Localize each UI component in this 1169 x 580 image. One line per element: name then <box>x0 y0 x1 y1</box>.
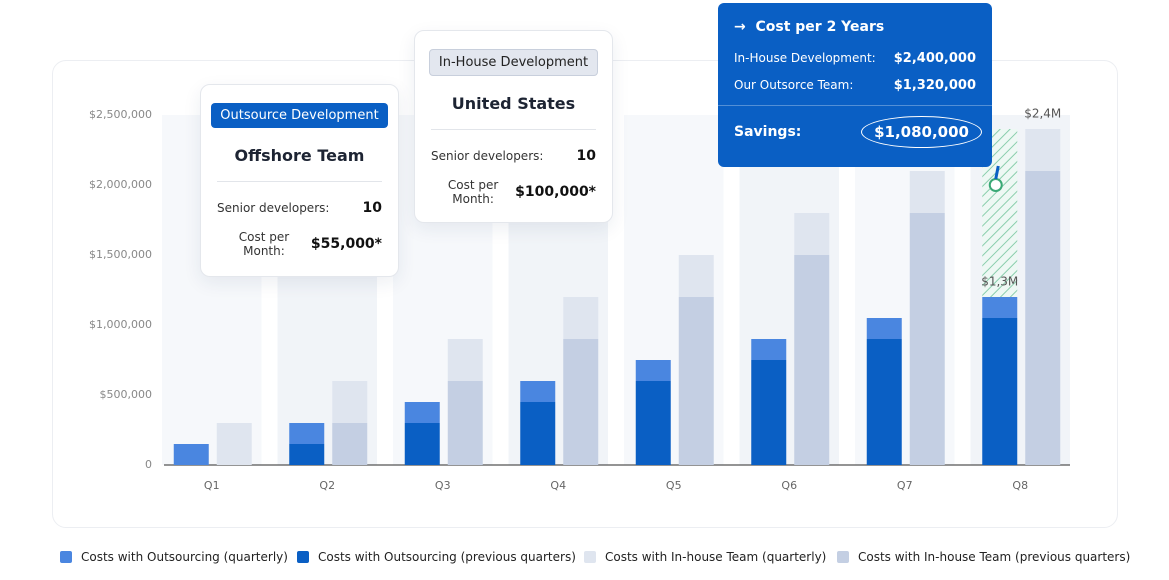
separator <box>431 129 596 130</box>
bar-segment <box>794 255 830 465</box>
y-tick-label: 0 <box>145 458 152 471</box>
bar-segment <box>404 402 440 423</box>
bar-segment <box>1025 171 1061 465</box>
separator <box>217 181 382 182</box>
legend-swatch <box>837 551 849 563</box>
x-tick-label: Q4 <box>550 479 566 492</box>
x-tick-label: Q8 <box>1012 479 1028 492</box>
bar-segment <box>982 297 1018 318</box>
pointer <box>994 165 1000 180</box>
y-tick-label: $1,000,000 <box>89 318 152 331</box>
value: $1,320,000 <box>893 78 976 93</box>
bar-segment <box>866 339 902 465</box>
card-title: Offshore Team <box>234 146 365 165</box>
bar-segment <box>447 339 483 381</box>
label: Cost per Month: <box>238 230 290 258</box>
card: In-House Development United States Senio… <box>414 30 613 223</box>
x-tick-label: Q6 <box>781 479 797 492</box>
bar-segment <box>520 381 556 402</box>
card-row: Our Outsorce Team: $1,320,000 <box>734 78 976 93</box>
card-title: Cost per 2 Years <box>755 19 885 35</box>
x-tick-label: Q5 <box>666 479 682 492</box>
bar-segment <box>289 444 325 465</box>
value: $1,080,000 <box>861 116 982 148</box>
label: Cost per Month: <box>447 178 499 206</box>
bar-segment <box>1025 129 1061 171</box>
y-tick-label: $2,000,000 <box>89 178 152 191</box>
bar-segment <box>332 423 368 465</box>
card-title: United States <box>451 94 576 113</box>
legend-label: Costs with In-house Team (quarterly) <box>605 550 827 564</box>
value: $55,000* <box>310 236 382 252</box>
legend-swatch <box>60 551 72 563</box>
x-tick-label: Q3 <box>435 479 451 492</box>
bar-segment <box>332 381 368 423</box>
badge: Outsource Development <box>211 103 388 128</box>
bar-segment <box>563 339 599 465</box>
bar-segment <box>563 297 599 339</box>
card-row: Cost per Month: $100,000* <box>415 178 612 206</box>
label: In-House Development: <box>734 51 876 65</box>
bar-segment <box>173 444 209 465</box>
card-row: Senior developers: 10 <box>415 148 612 164</box>
label: Savings: <box>734 124 802 140</box>
label: Senior developers: <box>431 149 544 163</box>
value: 10 <box>362 200 382 216</box>
card-row: Savings: $1,080,000 <box>734 116 982 148</box>
legend-item: Costs with Outsourcing (previous quarter… <box>297 550 576 564</box>
label: Senior developers: <box>217 201 330 215</box>
summary-card: → Cost per 2 Years In-House Development:… <box>718 3 992 167</box>
legend-label: Costs with Outsourcing (quarterly) <box>81 550 288 564</box>
bar-segment <box>635 360 671 381</box>
bar-segment <box>678 255 714 297</box>
bar-segment <box>447 381 483 465</box>
card-title-row: → Cost per 2 Years <box>734 19 885 35</box>
value: $2,400,000 <box>893 51 976 66</box>
legend-swatch <box>297 551 309 563</box>
bar-segment <box>404 423 440 465</box>
legend-label: Costs with In-house Team (previous quart… <box>858 550 1131 564</box>
bar-segment <box>520 402 556 465</box>
legend-item: Costs with In-house Team (quarterly) <box>584 550 826 564</box>
card: Outsource Development Offshore Team Seni… <box>200 84 399 277</box>
bar-segment <box>751 339 787 360</box>
legend-label: Costs with Outsourcing (previous quarter… <box>318 550 576 564</box>
bar-segment <box>982 318 1018 465</box>
bar-segment <box>216 423 252 465</box>
value: $100,000* <box>515 184 596 200</box>
total-label: $2,4M <box>1024 107 1061 121</box>
bar-segment <box>909 213 945 465</box>
savings-marker <box>988 178 1003 192</box>
x-tick-label: Q1 <box>204 479 220 492</box>
legend-item: Costs with In-house Team (previous quart… <box>837 550 1130 564</box>
y-tick-label: $500,000 <box>100 388 153 401</box>
bar-segment <box>794 213 830 255</box>
bar-segment <box>751 360 787 465</box>
label: Our Outsorce Team: <box>734 78 854 92</box>
card-row: Cost per Month: $55,000* <box>201 230 398 258</box>
y-tick-label: $2,500,000 <box>89 108 152 121</box>
total-label: $1,3M <box>981 275 1018 289</box>
x-tick-label: Q7 <box>897 479 913 492</box>
bar-segment <box>866 318 902 339</box>
separator <box>718 105 992 106</box>
x-tick-label: Q2 <box>319 479 335 492</box>
bar-segment <box>635 381 671 465</box>
bar-segment <box>289 423 325 444</box>
bar-segment <box>909 171 945 213</box>
card-row: Senior developers: 10 <box>201 200 398 216</box>
y-tick-label: $1,500,000 <box>89 248 152 261</box>
bar-segment <box>678 297 714 465</box>
card-row: In-House Development: $2,400,000 <box>734 51 976 66</box>
legend-swatch <box>584 551 596 563</box>
badge: In-House Development <box>428 49 599 76</box>
legend-item: Costs with Outsourcing (quarterly) <box>60 550 288 564</box>
value: 10 <box>576 148 596 164</box>
